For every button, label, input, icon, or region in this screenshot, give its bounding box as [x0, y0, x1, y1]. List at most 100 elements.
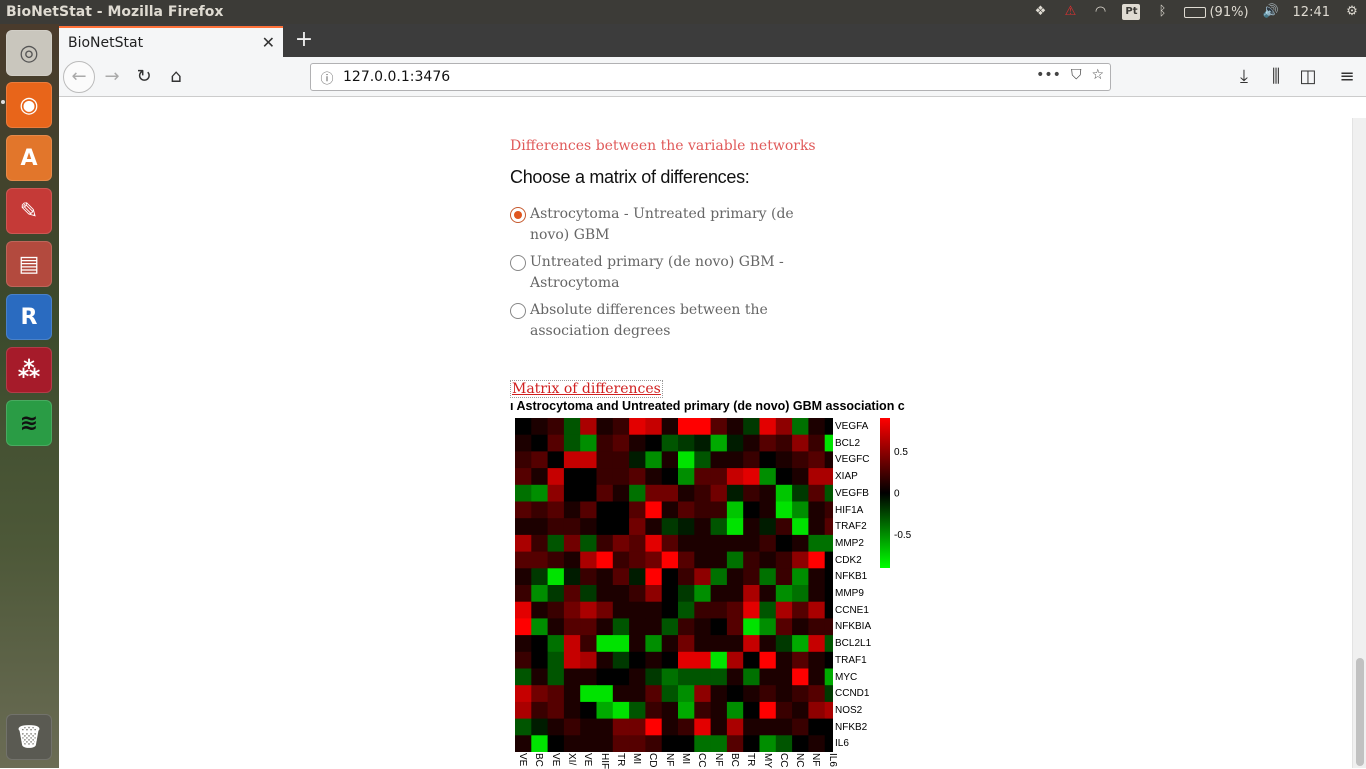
wifi-icon[interactable]: ◠	[1094, 4, 1107, 19]
heatmap-cell	[629, 534, 646, 553]
site-info-icon[interactable]: ⓘ	[320, 71, 334, 87]
row-label: NFKB1	[835, 571, 868, 583]
ubuntu-launcher: ◎ ◉ A ✎ ▤ R ⁂ ≋ 🗑	[0, 24, 59, 768]
heatmap-cell	[563, 718, 581, 736]
battery-indicator[interactable]: (91%)	[1184, 5, 1249, 20]
heatmap-cell	[824, 468, 833, 486]
heatmap-cell	[824, 685, 833, 703]
heatmap-cell	[515, 685, 532, 703]
heatmap-cell	[824, 568, 833, 586]
page-actions-icon[interactable]: •••	[1036, 67, 1061, 83]
trash-icon[interactable]: 🗑	[6, 714, 52, 760]
heatmap-cell	[563, 618, 581, 636]
radio-button[interactable]	[510, 303, 526, 319]
heatmap-cell	[515, 518, 532, 536]
column-label: IL6	[826, 753, 838, 767]
heatmap-cell	[645, 651, 663, 669]
heatmap-cell	[612, 635, 630, 653]
volume-icon[interactable]: 🔊	[1262, 4, 1279, 19]
row-label: VEGFB	[835, 487, 869, 499]
new-tab-button[interactable]: +	[294, 27, 314, 52]
heatmap-cell	[629, 451, 646, 469]
file-manager-icon[interactable]: ▤	[6, 241, 52, 287]
heatmap-cell	[563, 635, 581, 653]
heatmap-cell	[531, 484, 549, 502]
heatmap-cell	[661, 635, 679, 653]
url-text[interactable]: 127.0.0.1:3476	[343, 69, 451, 85]
menu-icon[interactable]: ≡	[1339, 66, 1355, 87]
heatmap-cell	[678, 518, 695, 536]
warning-icon[interactable]: ⚠	[1064, 4, 1077, 19]
heatmap-cell	[775, 585, 793, 603]
heatmap-cell	[515, 501, 532, 519]
gear-icon[interactable]: ⚙	[1346, 4, 1358, 19]
heatmap-cell	[645, 418, 663, 436]
battery-icon	[1184, 6, 1207, 18]
dropbox-icon[interactable]: ❖	[1034, 4, 1047, 19]
heatmap-cell	[759, 701, 777, 720]
tab-bionetstat[interactable]: BioNetStat ✕	[59, 26, 283, 57]
heatmap-cell	[726, 651, 744, 669]
heatmap-cell	[824, 585, 833, 603]
heatmap-cell	[596, 418, 614, 436]
heatmap-cell	[531, 735, 549, 752]
radio-option-absolute[interactable]: Absolute differences between the associa…	[510, 300, 810, 342]
heatmap-cell	[531, 635, 549, 653]
matrix-of-differences-link[interactable]: Matrix of differences	[510, 380, 663, 398]
radio-button[interactable]	[510, 255, 526, 271]
downloads-icon[interactable]: ⤓	[1240, 66, 1248, 87]
reload-button[interactable]: ↻	[136, 66, 152, 87]
radio-button-selected[interactable]	[510, 207, 526, 223]
sidebar-icon[interactable]: ◫	[1299, 66, 1317, 87]
heatmap-cell	[759, 668, 777, 686]
firefox-icon[interactable]: ◉	[6, 82, 52, 128]
heatmap-cell	[808, 668, 826, 686]
rstudio-icon[interactable]: R	[6, 294, 52, 340]
heatmap-cell	[612, 551, 630, 569]
library-icon[interactable]: ⫼	[1271, 66, 1281, 87]
window-title: BioNetStat - Mozilla Firefox	[6, 4, 224, 20]
row-label: BCL2L1	[835, 638, 872, 650]
scrollbar-thumb[interactable]	[1356, 658, 1364, 766]
heatmap-cell	[775, 718, 793, 736]
column-label: MY	[761, 753, 773, 768]
heatmap-cell	[612, 434, 630, 452]
heatmap-cell	[808, 718, 826, 736]
system-settings-icon[interactable]: ✎	[6, 188, 52, 234]
heatmap-cell	[694, 635, 712, 653]
bookmark-star-icon[interactable]: ☆	[1091, 67, 1104, 83]
heatmap-cell	[694, 735, 712, 752]
mendeley-icon[interactable]: ⁂	[6, 347, 52, 393]
bluetooth-icon[interactable]: ᛒ	[1158, 4, 1167, 19]
heatmap-cell	[824, 601, 833, 619]
back-button[interactable]: ←	[63, 61, 95, 93]
forward-button[interactable]: →	[104, 66, 120, 87]
home-button[interactable]: ⌂	[170, 66, 182, 87]
column-label: VE	[549, 753, 561, 767]
heatmap-cell	[661, 568, 679, 586]
keyboard-layout-icon[interactable]: Pt	[1122, 4, 1141, 20]
heatmap-cell	[726, 618, 744, 636]
heatmap-cell	[629, 668, 646, 686]
heatmap-cell	[531, 601, 549, 619]
clock[interactable]: 12:41	[1292, 4, 1330, 20]
url-bar[interactable]: ⓘ 127.0.0.1:3476 ••• ⛉ ☆	[310, 63, 1111, 91]
heatmap-cell	[515, 451, 532, 469]
radio-option-astro-gbm[interactable]: Astrocytoma - Untreated primary (de novo…	[510, 204, 810, 246]
ubuntu-dash-icon[interactable]: ◎	[6, 30, 52, 76]
heatmap-cell	[515, 718, 532, 736]
scrollbar[interactable]	[1352, 118, 1366, 768]
heatmap-cell	[580, 635, 597, 653]
spotify-icon[interactable]: ≋	[6, 400, 52, 446]
radio-label: Absolute differences between the associa…	[530, 302, 768, 339]
radio-option-gbm-astro[interactable]: Untreated primary (de novo) GBM - Astroc…	[510, 252, 810, 294]
close-tab-icon[interactable]: ✕	[261, 33, 275, 52]
pocket-icon[interactable]: ⛉	[1070, 67, 1082, 83]
heatmap-cell	[563, 468, 581, 486]
heatmap-cell	[580, 568, 597, 586]
software-center-icon[interactable]: A	[6, 135, 52, 181]
color-legend: 0.5 0 -0.5	[880, 418, 912, 568]
heatmap-cell	[710, 484, 728, 502]
heatmap-cell	[596, 585, 614, 603]
heatmap-cell	[531, 534, 549, 553]
